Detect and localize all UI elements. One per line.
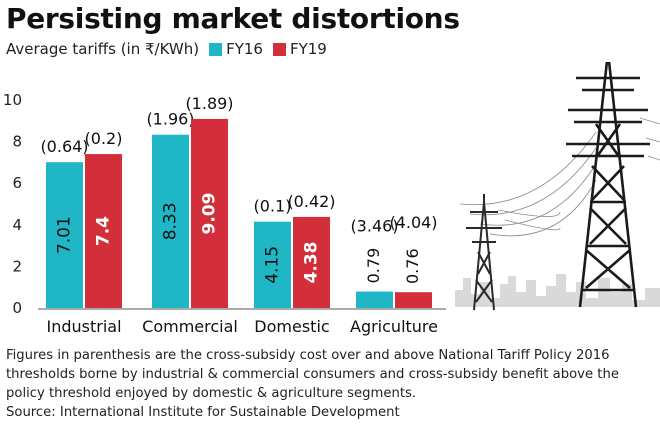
annotation-label: (0.2) — [85, 129, 123, 148]
annotation-label: (0.64) — [40, 137, 88, 156]
x-category-label: Domestic — [254, 317, 329, 336]
bar-fy16-domestic — [254, 221, 291, 308]
legend: Average tariffs (in ₹/KWh) FY16 FY19 — [6, 40, 327, 58]
data-label: 7.4 — [94, 216, 114, 246]
bar-fy16-industrial — [46, 162, 83, 308]
annotation-label: (4.04) — [389, 213, 437, 232]
legend-prefix: Average tariffs (in ₹/KWh) — [6, 40, 200, 58]
bar-fy19-agriculture — [395, 292, 432, 308]
bar-fy19-industrial — [85, 154, 122, 308]
x-category-label: Commercial — [142, 317, 238, 336]
data-label: 4.15 — [263, 246, 283, 284]
bar-chart: 0 2 4 6 8 10 7.01 (0.64) 7.4 (0.2) 8.33 (1.96) 9.09… — [3, 62, 660, 336]
y-tick-label: 10 — [3, 91, 22, 109]
annotation-label: (1.96) — [146, 110, 194, 129]
y-tick-label: 8 — [12, 133, 22, 151]
bars-group: 7.01 (0.64) 7.4 (0.2) 8.33 (1.96) 9.09 (1.89) 4.… — [40, 94, 438, 308]
annotation-label: (3.46) — [350, 217, 398, 236]
bar-fy19-commercial — [191, 118, 228, 308]
bar-fy16-commercial — [152, 134, 189, 308]
x-category-label: Agriculture — [350, 317, 438, 336]
legend-swatch-fy19 — [272, 42, 286, 56]
city-skyline-illustration — [455, 274, 660, 307]
data-label: 9.09 — [200, 192, 220, 234]
data-label: 0.79 — [364, 248, 383, 284]
bar-fy16-agriculture — [356, 291, 393, 308]
legend-label-fy16: FY16 — [226, 40, 263, 58]
annotation-label: (0.42) — [287, 192, 335, 211]
bar-fy19-domestic — [293, 216, 330, 308]
data-label: 7.01 — [55, 216, 75, 254]
y-tick-label: 4 — [12, 216, 22, 234]
source-text: Source: International Institute for Sust… — [6, 405, 400, 420]
data-label: 8.33 — [161, 202, 181, 240]
data-label: 4.38 — [302, 241, 322, 283]
x-category-label: Industrial — [46, 317, 121, 336]
legend-label-fy19: FY19 — [289, 40, 327, 58]
data-label: 0.76 — [403, 248, 422, 284]
y-tick-label: 2 — [12, 257, 22, 275]
x-axis-labels: Industrial Commercial Domestic Agriculture — [46, 317, 438, 336]
footnote: Figures in parenthesis are the cross-sub… — [6, 346, 651, 422]
annotation-label: (1.89) — [185, 94, 233, 113]
y-tick-label: 0 — [12, 299, 22, 317]
y-tick-label: 6 — [12, 174, 22, 192]
footnote-text: Figures in parenthesis are the cross-sub… — [6, 348, 619, 401]
y-axis: 0 2 4 6 8 10 — [3, 91, 446, 317]
annotation-label: (0.1) — [254, 197, 292, 216]
chart-title: Persisting market distortions — [6, 2, 460, 35]
power-tower-illustration — [455, 62, 660, 311]
legend-swatch-fy16 — [209, 42, 223, 56]
